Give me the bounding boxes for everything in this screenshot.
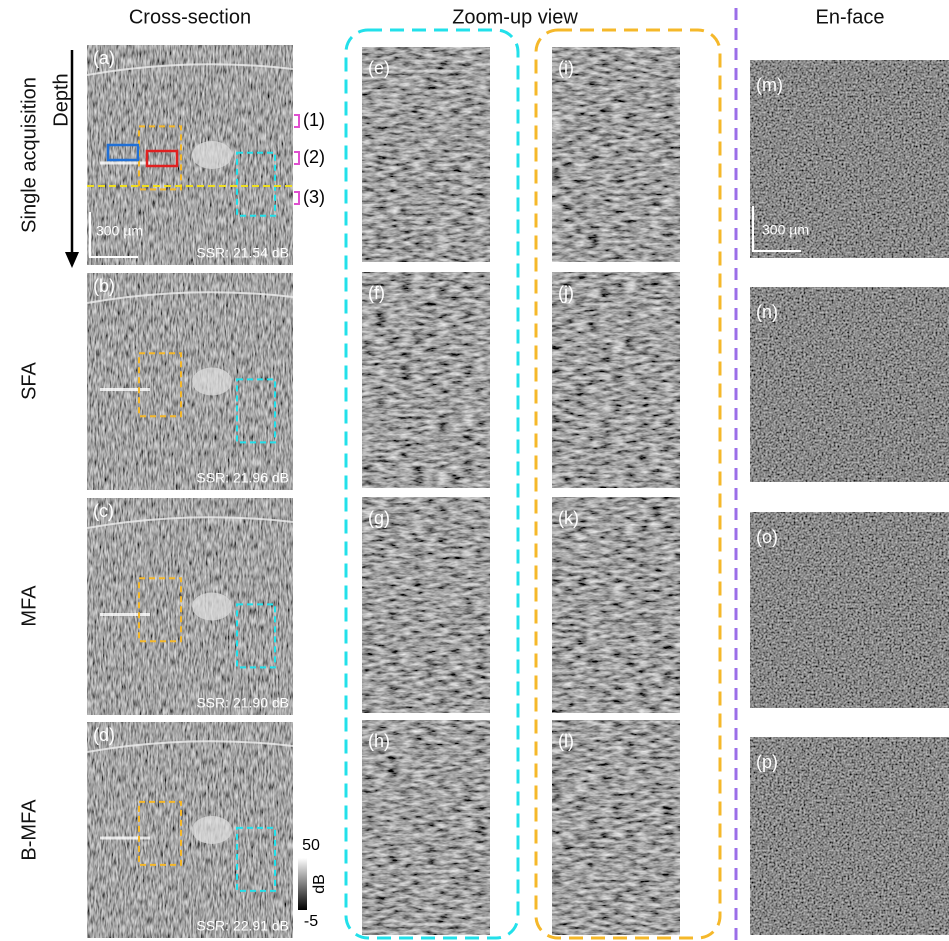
layer-marker: (1) — [303, 110, 325, 130]
ssr-label: SSR: 21.90 dB — [196, 695, 289, 711]
en-face-image — [750, 512, 949, 708]
panel-label: (n) — [756, 302, 778, 322]
row-label: Single acquisition — [18, 77, 40, 233]
row-label: SFA — [18, 361, 40, 399]
panel-label: (a) — [93, 48, 115, 68]
depth-label: Depth — [50, 73, 72, 126]
colorbar-min: -5 — [304, 913, 318, 930]
ssr-label: SSR: 21.54 dB — [196, 245, 289, 261]
layer-bracket — [294, 115, 299, 127]
layer-marker: (3) — [303, 187, 325, 207]
bright-feature — [192, 816, 232, 844]
cross-section-image — [87, 498, 293, 715]
panel-label: (m) — [756, 75, 783, 95]
scale-bar-label: 300 µm — [762, 222, 809, 238]
ssr-label: SSR: 21.96 dB — [196, 470, 289, 486]
figure: Cross-section Zoom-up view En-face Depth… — [0, 0, 949, 941]
bright-feature — [192, 368, 232, 396]
zoom-image — [362, 720, 490, 935]
layer-marker: (2) — [303, 147, 325, 167]
zoom-image — [552, 720, 680, 935]
row-label: B-MFA — [18, 799, 40, 861]
panel-label: (f) — [368, 283, 385, 303]
ssr-label: SSR: 22.91 dB — [196, 918, 289, 934]
depth-arrowhead — [65, 252, 79, 268]
column-header: En-face — [816, 6, 885, 28]
cross-section-image — [87, 273, 293, 490]
colorbar-max: 50 — [302, 837, 320, 854]
panel-label: (d) — [93, 725, 115, 745]
panel-label: (e) — [368, 58, 390, 78]
panel-label: (b) — [93, 276, 115, 296]
layer-bracket — [294, 152, 299, 164]
colorbar — [298, 858, 307, 910]
zoom-image — [552, 47, 680, 262]
zoom-image — [362, 497, 490, 713]
zoom-image — [552, 272, 680, 488]
en-face-image — [750, 737, 949, 935]
panel-label: (c) — [93, 501, 114, 521]
panel-label: (k) — [558, 508, 579, 528]
en-face-image — [750, 287, 949, 482]
panel-label: (l) — [558, 731, 574, 751]
zoom-image — [362, 272, 490, 488]
panel-label: (g) — [368, 508, 390, 528]
column-header: Zoom-up view — [452, 6, 578, 28]
zoom-image — [552, 497, 680, 713]
bright-feature — [192, 141, 232, 169]
bright-feature — [192, 593, 232, 621]
layer-bracket — [294, 192, 299, 204]
panel-label: (o) — [756, 527, 778, 547]
panel-label: (i) — [558, 58, 574, 78]
zoom-image — [362, 47, 490, 262]
panel-label: (h) — [368, 731, 390, 751]
row-label: MFA — [18, 585, 40, 627]
cross-section-image — [87, 722, 293, 938]
column-header: Cross-section — [129, 6, 251, 28]
panel-label: (p) — [756, 752, 778, 772]
scale-bar-label: 300 µm — [96, 223, 143, 239]
colorbar-unit: dB — [311, 874, 328, 894]
panel-label: (j) — [558, 283, 574, 303]
